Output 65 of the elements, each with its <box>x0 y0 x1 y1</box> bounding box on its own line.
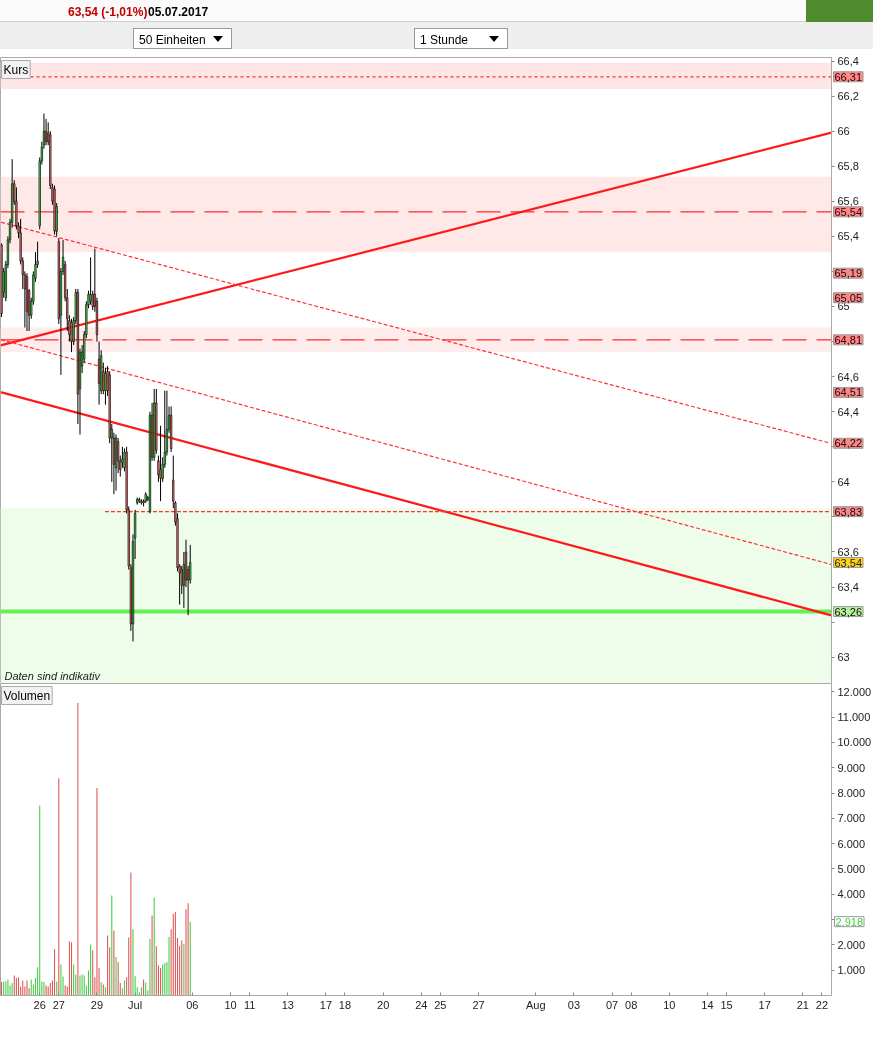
text: Volumen <box>3 688 51 703</box>
y-tick-label: 66,2 <box>837 90 859 103</box>
text: 65,19 <box>834 267 863 280</box>
y-tick-label: 5.000 <box>837 862 866 875</box>
text: 50 Einheiten <box>139 32 206 49</box>
x-tick-label: 18 <box>338 998 352 1011</box>
x-tick-label: 07 <box>605 998 619 1011</box>
x-tick-label: 11 <box>243 998 256 1011</box>
ref-line-label: 65,54 <box>834 205 863 218</box>
x-tick-label: 27 <box>472 998 485 1011</box>
y-tick-label: 66,4 <box>837 55 859 68</box>
x-tick-label: 17 <box>319 998 333 1011</box>
text: 05.07.2017 <box>148 4 209 21</box>
text: 64,22 <box>834 437 863 450</box>
y-tick-label: 63,6 <box>837 545 859 558</box>
text: 63,54 (-1,01%) <box>68 4 148 21</box>
x-tick-label: 08 <box>625 998 638 1011</box>
y-tick-label: 10.000 <box>837 736 872 749</box>
ref-line-label: 66,31 <box>834 70 863 83</box>
x-tick-label: 24 <box>415 998 428 1011</box>
y-tick-label: 64 <box>837 475 850 488</box>
y-tick-label: 65,4 <box>837 230 859 243</box>
x-tick-label: 27 <box>52 998 65 1011</box>
text: 2.918 <box>835 915 864 928</box>
y-tick-label: 8.000 <box>837 787 866 800</box>
y-tick-label: 6.000 <box>837 837 866 850</box>
y-tick-label: 65,8 <box>837 160 859 173</box>
y-tick-label: 11.000 <box>837 711 871 724</box>
chart-title: Kurs <box>3 62 29 77</box>
x-tick-label: 26 <box>33 998 46 1011</box>
x-tick-label: Aug <box>525 998 546 1011</box>
x-tick-label: 21 <box>796 998 810 1011</box>
y-tick-label: 4.000 <box>837 888 866 901</box>
x-tick-label: 10 <box>663 998 676 1011</box>
x-tick-label: 25 <box>434 998 447 1011</box>
y-tick-label: 64,4 <box>837 405 859 418</box>
x-tick-label: 06 <box>186 998 199 1011</box>
x-tick-label: 03 <box>567 998 581 1011</box>
y-tick-label: 65,6 <box>837 195 859 208</box>
y-tick-label: 64,6 <box>837 370 859 383</box>
x-tick-label: 10 <box>224 998 237 1011</box>
y-tick-label: 66 <box>837 125 850 138</box>
text: 1 Stunde <box>420 32 469 49</box>
annotation: Daten sind indikativ <box>4 669 102 682</box>
ref-line-label: 63,26 <box>834 605 863 618</box>
ref-line-label: 64,81 <box>834 333 863 346</box>
x-tick-label: 15 <box>720 998 733 1011</box>
x-tick-label: 22 <box>815 998 829 1011</box>
y-tick-label: 63 <box>837 651 850 664</box>
y-tick-label: 1.000 <box>837 964 866 977</box>
x-tick-label: 29 <box>90 998 104 1011</box>
y-tick-label: 7.000 <box>837 812 866 825</box>
text: 63,54 <box>834 556 863 569</box>
x-tick-label: 14 <box>701 998 714 1011</box>
x-tick-label: Jul <box>128 998 143 1011</box>
y-tick-label: 9.000 <box>837 761 866 774</box>
y-tick-label: 12.000 <box>837 685 872 698</box>
text: 63,83 <box>834 505 863 518</box>
text: 65,05 <box>834 291 863 304</box>
text: 64,51 <box>834 386 863 399</box>
y-tick-label: 63,4 <box>837 581 859 594</box>
x-tick-label: 17 <box>758 998 771 1011</box>
x-tick-label: 13 <box>281 998 294 1011</box>
x-tick-label: 20 <box>377 998 390 1011</box>
y-tick-label: 2.000 <box>837 938 866 951</box>
